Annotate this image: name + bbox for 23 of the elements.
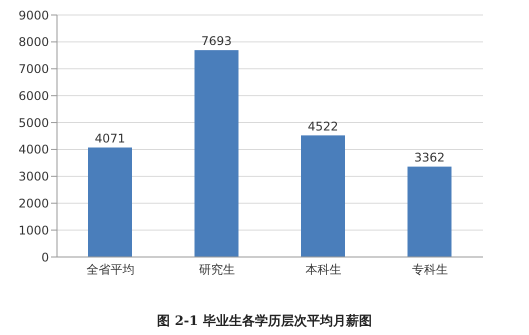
data-label: 3362 [414,150,445,165]
y-tick-label: 0 [41,250,49,264]
y-tick-label: 8000 [18,35,49,50]
data-label: 4071 [94,132,126,146]
text: 图 2-1 毕业生各学历层次平均月薪图 [156,313,373,330]
y-tick-label: 2000 [18,196,49,210]
bar [194,50,238,257]
bar [88,148,132,257]
x-tick-label: 专科生 [412,262,448,277]
data-label: 4522 [308,119,338,134]
y-tick-label: 5000 [18,116,49,130]
bar [301,135,345,257]
y-tick-label: 9000 [18,8,49,22]
y-tick-label: 7000 [18,62,49,76]
y-tick-label: 1000 [18,223,49,238]
x-tick-label: 本科生 [305,262,342,277]
x-tick-label: 研究生 [198,262,235,277]
y-tick-label: 6000 [18,88,49,103]
x-tick-label: 全省平均 [86,262,134,277]
bar [408,166,452,257]
data-label: 7693 [201,34,232,48]
y-tick-label: 3000 [18,170,49,184]
y-tick-label: 4000 [18,142,49,157]
